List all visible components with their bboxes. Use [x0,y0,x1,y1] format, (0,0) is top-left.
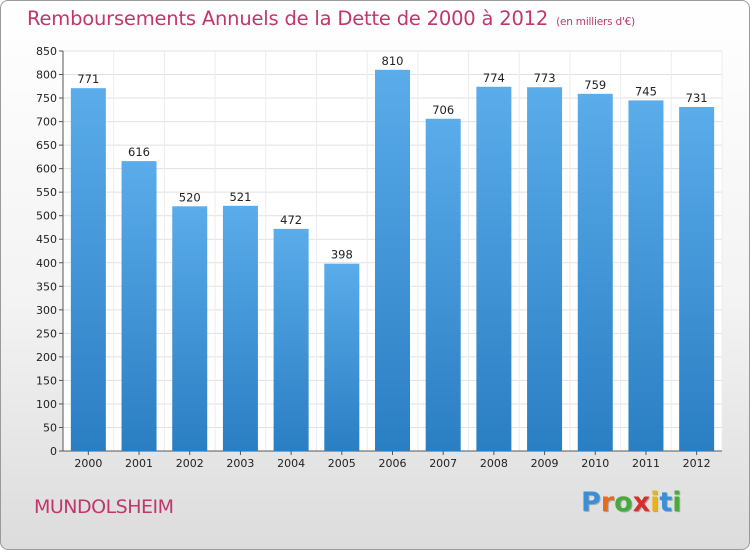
bar [70,88,106,452]
bar [628,100,664,451]
y-tick-label: 250 [36,327,57,340]
value-label: 472 [280,213,302,227]
x-tick-label: 2012 [683,457,711,470]
proxiti-logo: Proxiti [581,487,682,518]
y-tick-label: 650 [36,139,57,152]
y-tick-label: 800 [36,69,57,82]
y-tick-label: 50 [43,421,57,434]
x-tick-label: 2002 [176,457,204,470]
value-label: 520 [179,190,201,204]
x-tick-label: 2004 [277,457,305,470]
bar [222,205,258,451]
chart-title: Remboursements Annuels de la Dette de 20… [27,7,635,30]
logo-letter: r [600,487,615,518]
y-tick-label: 700 [36,116,57,129]
x-tick-label: 2008 [480,457,508,470]
axes: 0 50 100 150 200 250 300 350 400 450 500 550 600 650 7… [36,45,722,470]
x-tick-label: 2000 [74,457,102,470]
logo-letter: x [632,487,651,518]
y-tick-label: 850 [36,45,57,58]
y-tick-label: 100 [36,398,57,411]
y-tick-label: 400 [36,257,57,270]
x-tick-label: 2005 [328,457,356,470]
bar [527,87,563,451]
bar [425,118,461,451]
logo-letter: P [581,487,601,518]
x-tick-label: 2010 [581,457,609,470]
logo-letter: o [614,487,633,518]
bars [70,69,715,452]
value-label: 616 [128,145,150,159]
y-tick-label: 300 [36,304,57,317]
bar [273,228,309,451]
x-tick-label: 2009 [531,457,559,470]
value-label: 774 [483,71,505,85]
x-tick-label: 2007 [429,457,457,470]
y-tick-label: 750 [36,92,57,105]
y-tick-label: 600 [36,163,57,176]
value-label: 773 [534,71,556,85]
y-tick-label: 450 [36,233,57,246]
chart-subtitle: (en milliers d'€) [556,16,636,28]
value-label: 810 [382,54,404,68]
logo-letter: t [659,487,673,518]
title-text: Remboursements Annuels de la Dette de 20… [27,7,549,30]
value-label: 398 [331,248,353,262]
x-tick-label: 2006 [379,457,407,470]
bar [121,161,157,451]
y-tick-label: 0 [50,445,57,458]
value-label: 706 [432,103,454,117]
value-labels: 771 616 520 521 472 398 810 706 774 773 759 745 731 [77,54,707,262]
logo-letter: i [672,487,682,518]
bar [375,69,410,451]
value-label: 521 [229,190,251,204]
value-label: 771 [77,72,99,86]
y-tick-label: 500 [36,210,57,223]
y-tick-label: 150 [36,374,57,387]
bar [324,263,360,451]
value-label: 745 [635,84,657,98]
x-tick-label: 2001 [125,457,153,470]
bar [577,93,613,451]
city-name: MUNDOLSHEIM [34,496,174,518]
y-tick-label: 200 [36,351,57,364]
bar [476,86,512,451]
bar [679,107,715,451]
logo-letter: i [650,487,660,518]
x-tick-label: 2011 [632,457,660,470]
x-tick-label: 2003 [226,457,254,470]
bar [172,206,208,451]
y-tick-label: 350 [36,280,57,293]
value-label: 731 [686,91,708,105]
value-label: 759 [584,78,606,92]
y-tick-label: 550 [36,186,57,199]
